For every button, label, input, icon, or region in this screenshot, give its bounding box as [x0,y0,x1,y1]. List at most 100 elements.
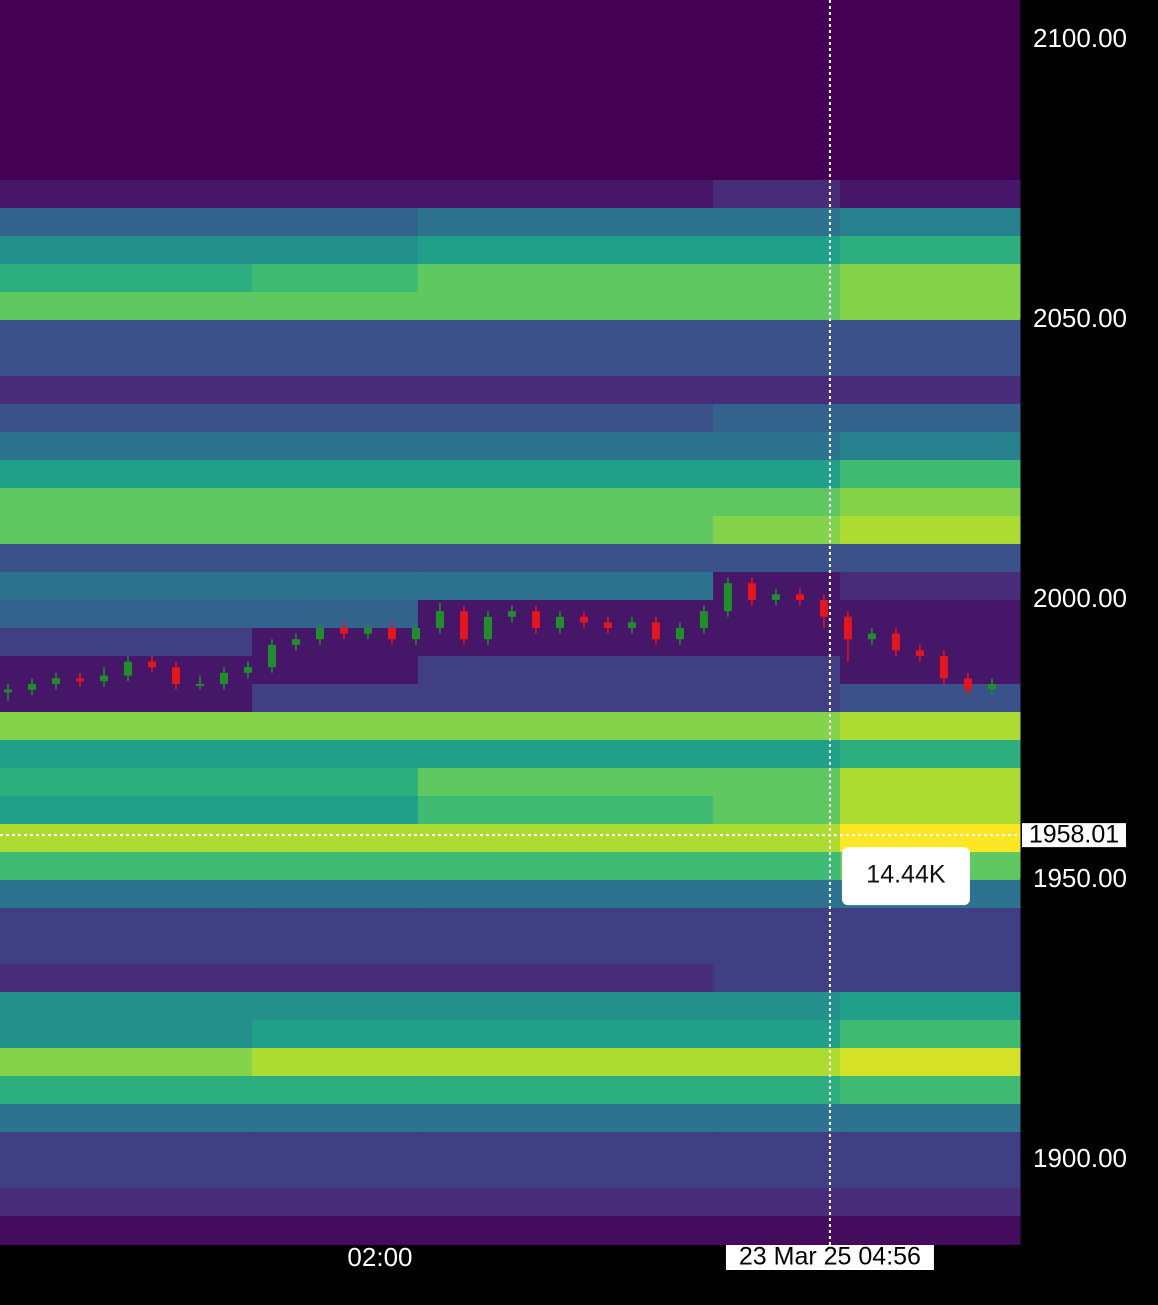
heat-cell [0,1047,253,1077]
heat-cell [840,739,1021,769]
heat-cell [417,795,714,825]
heat-cell [840,375,1021,405]
heat-cell [417,1159,714,1189]
heat-cell [840,599,1021,629]
heat-cell [840,795,1021,825]
heat-cell [252,935,419,965]
heat-cell [417,235,714,265]
heat-cell [417,207,714,237]
heat-cell [252,319,419,349]
heat-cell [0,1159,253,1189]
candle-body [411,627,420,640]
heat-cell [0,1103,253,1133]
heat-cell [840,487,1021,517]
heat-cell [0,823,253,853]
heat-cell [252,347,419,377]
heat-cell [252,235,419,265]
heat-cell [713,935,841,965]
heat-cell [417,459,714,489]
heat-cell [252,851,419,881]
heat-cell [0,403,253,433]
heat-cell [417,375,714,405]
heat-cell [840,655,1021,685]
candle-body [651,622,660,640]
candle-body [867,633,876,640]
heat-cell [713,403,841,433]
heat-cell [713,291,841,321]
heat-cell [713,207,841,237]
candle-body [819,599,828,617]
heat-cell [417,823,714,853]
candle-body [699,611,708,628]
candle-body [963,678,972,690]
heat-cell [840,1131,1021,1161]
heat-cell [0,1131,253,1161]
heat-cell [840,1215,1021,1245]
heat-cell [0,515,253,545]
heat-cell [417,1047,714,1077]
x-tick-label: 02:00 [347,1242,412,1272]
heat-cell [252,683,419,713]
heat-cell [252,823,419,853]
candle-body [507,611,516,617]
heat-cell [0,347,253,377]
candle-body [915,650,924,656]
heat-cell [713,1131,841,1161]
heat-cell [252,179,419,209]
heat-cell [713,1047,841,1077]
heat-cell [417,571,714,601]
crosshair-x-label: 23 Mar 25 04:56 [739,1243,921,1271]
heat-cell [0,319,253,349]
heat-cell [417,431,714,461]
candle-body [75,678,84,682]
heat-cell [417,347,714,377]
heat-cell [713,1215,841,1245]
heat-cell [840,403,1021,433]
heat-cell [0,683,253,713]
heat-cell [417,935,714,965]
heat-cell [252,571,419,601]
heat-cell [252,879,419,909]
heat-cell [0,711,253,741]
heat-cell [840,767,1021,797]
heat-cell [252,795,419,825]
candle-body [747,583,756,600]
tooltip-box [841,847,970,906]
heat-cell [713,1075,841,1105]
crosshair-y-box [1022,823,1126,848]
heat-cell [840,1159,1021,1189]
heat-cell [252,1159,419,1189]
heat-cell [252,907,419,937]
candle-body [243,667,252,673]
y-tick-label: 1950.00 [1033,863,1127,893]
candle-body [123,661,132,676]
heat-cell [0,935,253,965]
heat-cell [252,655,419,685]
candle-body [435,611,444,628]
heat-cell [252,207,419,237]
heat-cell [840,963,1021,993]
heat-cell [252,1019,419,1049]
heat-cell [0,907,253,937]
heat-cell [0,1019,253,1049]
heat-cell [713,263,841,293]
candle-body [3,689,12,693]
heat-cell [0,487,253,517]
heat-cell [713,375,841,405]
heat-cell [417,683,714,713]
heat-cell [417,1103,714,1133]
candle-body [291,639,300,645]
heat-cell [417,767,714,797]
candle-body [627,622,636,628]
heat-cell [417,739,714,769]
heat-cell [840,543,1021,573]
candle-body [531,611,540,628]
heat-cell [713,823,841,853]
heat-cell [0,963,253,993]
candle-body [771,594,780,600]
heat-cell [0,795,253,825]
heat-cell [0,991,253,1021]
heat-cell [252,291,419,321]
heat-cell [0,571,253,601]
